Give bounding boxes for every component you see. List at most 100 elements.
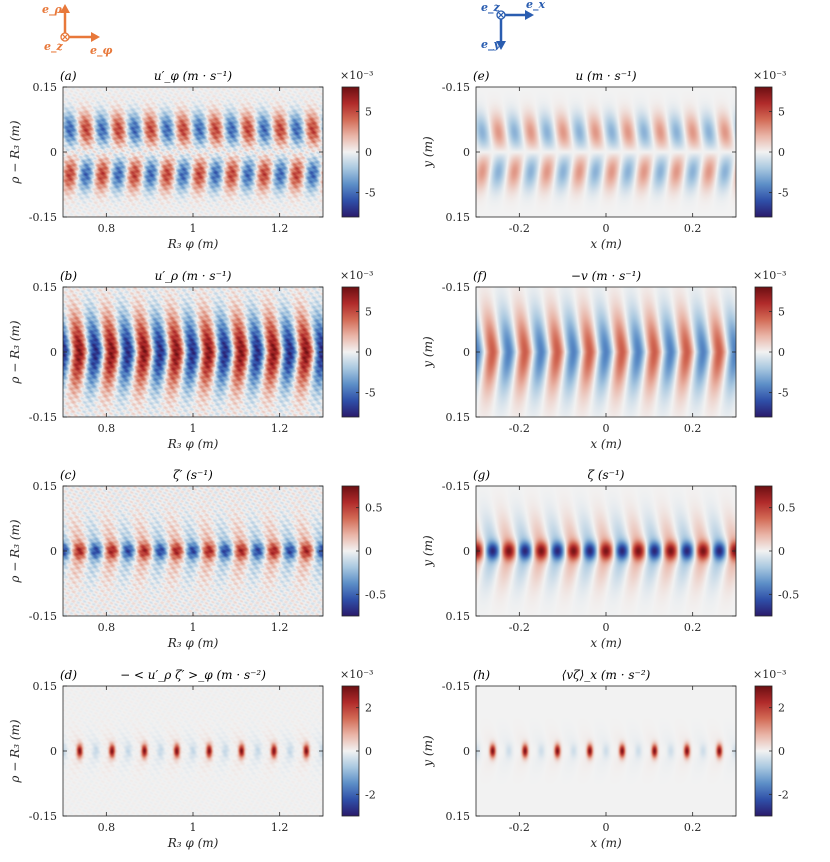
- colorbar-tick-label-h: 0: [778, 745, 785, 758]
- xtick-label-e: 0.2: [684, 222, 702, 235]
- panel-title-g: ζ (s⁻¹): [588, 468, 625, 482]
- colorbar-tick-label-f: 0: [778, 346, 785, 359]
- xaxis-label-g: x (m): [590, 636, 622, 650]
- colorbar-tick-label-g: 0.5: [778, 502, 796, 515]
- xtick-label-c: 1.2: [271, 621, 289, 634]
- xtick-label-b: 0.8: [98, 422, 116, 435]
- panel-e: (e) u (m · s⁻¹) -0.15 0 0.15 -0.2 0 0.2 x (m) y (…: [421, 69, 789, 251]
- colorbar-tick-label-e: 0: [778, 146, 785, 159]
- panel-label-f: (f): [473, 269, 487, 283]
- colorbar-tick-label-c: 0: [365, 545, 372, 558]
- ytick-label-h: -0.15: [442, 680, 470, 693]
- arrow-right-icon: [501, 10, 534, 20]
- yaxis-label-d: ρ − R₃ (m): [8, 719, 22, 783]
- heatmap-g: [476, 486, 736, 616]
- ytick-label-b: -0.15: [29, 411, 57, 424]
- xaxis-label-c: R₃ φ (m): [167, 636, 219, 650]
- xtick-label-g: 0.2: [684, 621, 702, 634]
- heatmap-b: [63, 287, 323, 417]
- colorbar-tick-label-d: -2: [365, 788, 376, 801]
- panel-label-h: (h): [473, 668, 490, 682]
- colorbar-tick-label-c: 0.5: [365, 502, 383, 515]
- colorbar-exponent-d: ×10⁻³: [340, 668, 373, 681]
- colorbar-tick-label-b: -5: [365, 387, 376, 400]
- panel-g: (g) ζ (s⁻¹) -0.15 0 0.15 -0.2 0 0.2 x (m) y (m) 0.…: [421, 468, 799, 650]
- e-y-label: e_y: [481, 38, 501, 52]
- panel-label-b: (b): [60, 269, 77, 283]
- ytick-label-c: 0: [50, 545, 57, 558]
- panel-label-a: (a): [60, 69, 77, 83]
- e-phi-label: e_φ: [90, 44, 112, 58]
- ytick-label-g: -0.15: [442, 480, 470, 493]
- yaxis-label-c: ρ − R₃ (m): [8, 519, 22, 583]
- xtick-label-f: 0: [603, 422, 610, 435]
- xtick-label-b: 1: [190, 422, 197, 435]
- ytick-label-g: 0.15: [446, 610, 471, 623]
- e-rho-label: e_ρ: [42, 3, 62, 17]
- colorbar-exponent-a: ×10⁻³: [340, 69, 373, 82]
- panel-label-g: (g): [473, 468, 490, 482]
- ytick-label-f: 0.15: [446, 411, 471, 424]
- into-page-icon: [496, 10, 506, 20]
- xaxis-label-b: R₃ φ (m): [167, 437, 219, 451]
- panel-label-d: (d): [60, 668, 77, 682]
- heatmap-a: [63, 87, 323, 217]
- ytick-label-e: 0.15: [446, 211, 471, 224]
- colorbar-tick-label-d: 0: [365, 745, 372, 758]
- heatmap-e: [476, 87, 736, 217]
- e-x-label: e_x: [526, 0, 545, 12]
- colorbar-tick-label-f: 5: [778, 305, 785, 318]
- panel-title-c: ζ′ (s⁻¹): [173, 468, 213, 482]
- xaxis-label-f: x (m): [590, 437, 622, 451]
- xtick-label-h: 0: [603, 821, 610, 834]
- xtick-label-g: 0: [603, 621, 610, 634]
- ytick-label-d: 0.15: [33, 680, 58, 693]
- panel-title-d: − < u′_ρ ζ′ >_φ (m · s⁻²): [120, 668, 266, 682]
- colorbar-exponent-f: ×10⁻³: [753, 269, 786, 282]
- panel-c: (c) ζ′ (s⁻¹) 0.15 0 -0.15 0.8 1 1.2 R₃ φ (m) ρ − …: [8, 468, 386, 650]
- xtick-label-d: 1.2: [271, 821, 289, 834]
- colorbar-tick-label-b: 5: [365, 305, 372, 318]
- xaxis-label-a: R₃ φ (m): [167, 237, 219, 251]
- xtick-label-a: 1: [190, 222, 197, 235]
- colorbar-tick-label-g: -0.5: [778, 588, 799, 601]
- heatmap-h: [476, 686, 736, 816]
- xtick-label-h: -0.2: [509, 821, 530, 834]
- xaxis-label-e: x (m): [590, 237, 622, 251]
- xtick-label-c: 1: [190, 621, 197, 634]
- xaxis-label-h: x (m): [590, 836, 622, 850]
- colorbar-tick-label-a: 0: [365, 146, 372, 159]
- xtick-label-g: -0.2: [509, 621, 530, 634]
- panel-title-h: ⟨vζ⟩_x (m · s⁻²): [562, 668, 651, 682]
- panel-f: (f) −v (m · s⁻¹) -0.15 0 0.15 -0.2 0 0.2 x (m) y …: [421, 269, 789, 451]
- yaxis-label-f: y (m): [421, 336, 435, 369]
- colorbar-tick-label-b: 0: [365, 346, 372, 359]
- coord-icon-left: e_ρ e_z e_φ: [42, 3, 112, 58]
- colorbar-tick-label-c: -0.5: [365, 588, 386, 601]
- ytick-label-e: -0.15: [442, 81, 470, 94]
- heatmap-c: [63, 486, 323, 616]
- colorbar-tick-label-e: -5: [778, 187, 789, 200]
- xtick-label-b: 1.2: [271, 422, 289, 435]
- colorbar-exponent-e: ×10⁻³: [753, 69, 786, 82]
- into-page-icon: [60, 32, 70, 42]
- ytick-label-d: -0.15: [29, 810, 57, 823]
- ytick-label-h: 0.15: [446, 810, 471, 823]
- ytick-label-e: 0: [463, 146, 470, 159]
- panel-label-e: (e): [473, 69, 490, 83]
- yaxis-label-b: ρ − R₃ (m): [8, 320, 22, 384]
- ytick-label-a: 0.15: [33, 81, 58, 94]
- xtick-label-h: 0.2: [684, 821, 702, 834]
- colorbar-tick-label-a: 5: [365, 105, 372, 118]
- xtick-label-a: 1.2: [271, 222, 289, 235]
- arrow-right-icon: [65, 32, 100, 42]
- yaxis-label-h: y (m): [421, 735, 435, 768]
- ytick-label-b: 0: [50, 346, 57, 359]
- heatmap-f: [476, 287, 736, 417]
- ytick-label-f: 0: [463, 346, 470, 359]
- ytick-label-c: 0.15: [33, 480, 58, 493]
- ytick-label-f: -0.15: [442, 281, 470, 294]
- colorbar-tick-label-h: -2: [778, 788, 789, 801]
- ytick-label-h: 0: [463, 745, 470, 758]
